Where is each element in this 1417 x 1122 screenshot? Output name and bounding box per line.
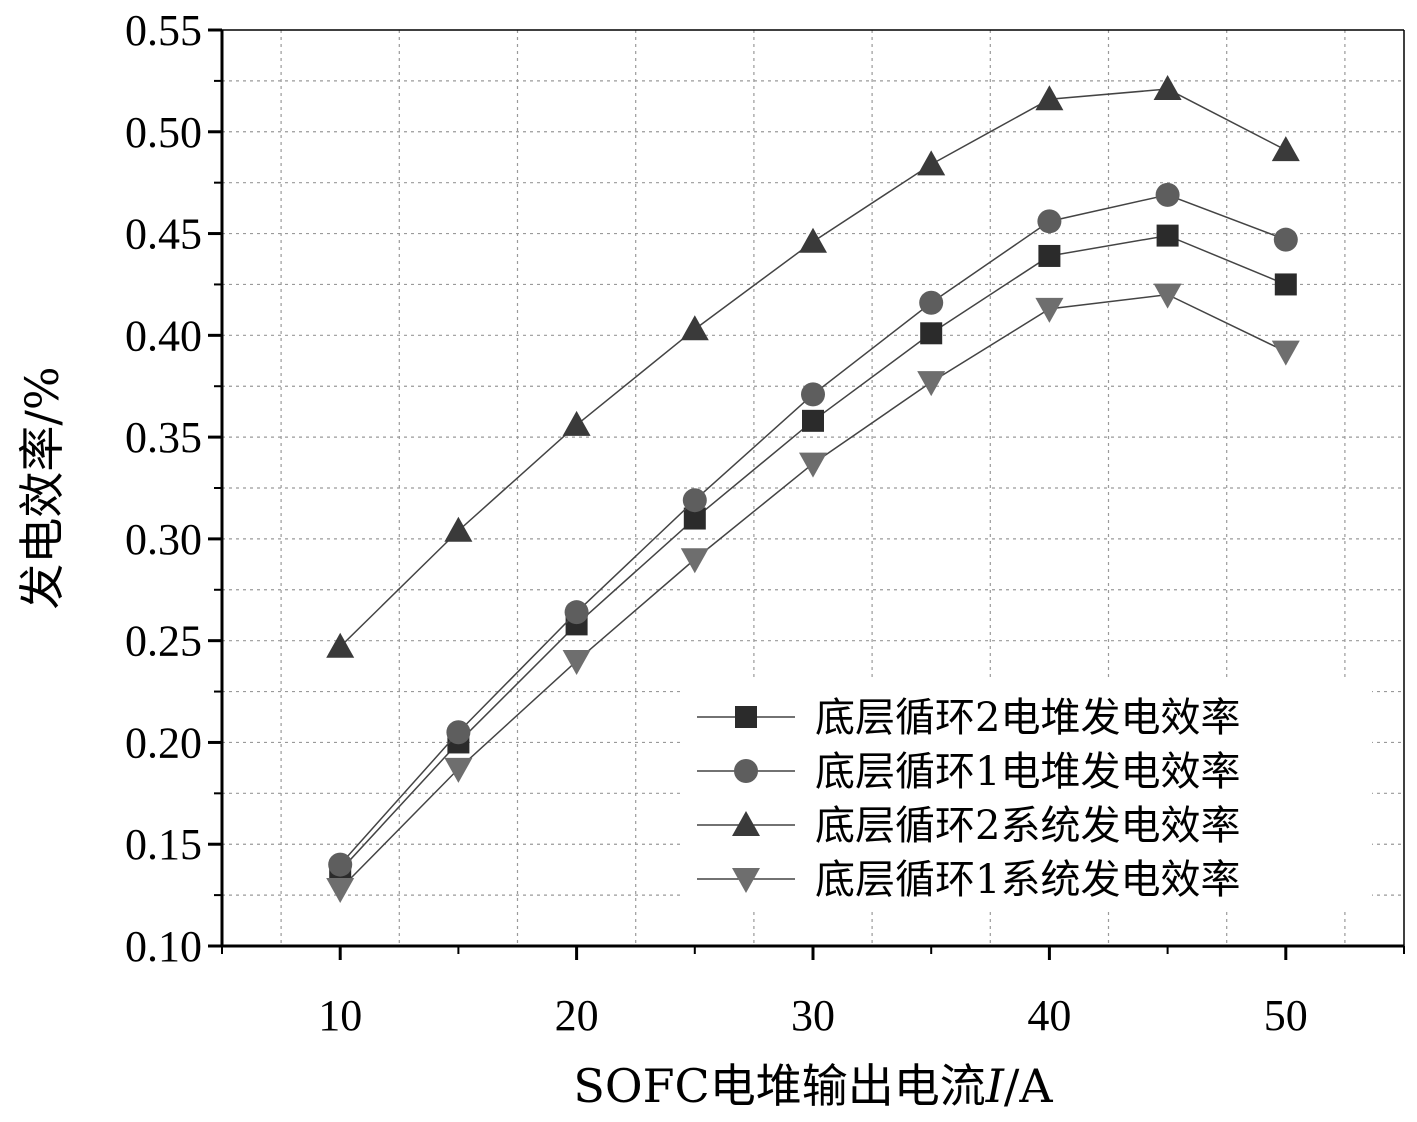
triangle-up-marker — [1153, 75, 1182, 101]
triangle-down-marker — [562, 650, 591, 676]
triangle-down-marker — [799, 452, 827, 478]
x-axis-title-prefix: SOFC电堆输出电流 — [573, 1059, 985, 1113]
triangle-down-marker — [680, 548, 709, 574]
series-line — [339, 88, 1287, 648]
legend-entry-2: 底层循环1电堆发电效率 — [697, 749, 1240, 795]
y-tick-label: 0.10 — [125, 922, 202, 971]
circle-marker — [1273, 227, 1298, 252]
circle-marker — [328, 852, 353, 877]
triangle-down-marker — [444, 757, 473, 783]
square-marker — [735, 706, 757, 728]
square-marker — [1156, 224, 1179, 247]
legend-entry-1: 底层循环2电堆发电效率 — [697, 695, 1240, 741]
triangle-up-marker — [562, 410, 591, 436]
circle-marker — [1155, 182, 1180, 207]
legend-entry-3: 底层循环2系统发电效率 — [697, 803, 1240, 849]
triangle-down-marker — [917, 371, 946, 397]
y-tick-label: 0.50 — [125, 108, 202, 157]
circle-marker — [564, 600, 589, 625]
circle-marker — [919, 290, 944, 315]
triangle-down-marker — [1271, 340, 1300, 366]
series-4 — [326, 283, 1300, 904]
legend-label: 底层循环1电堆发电效率 — [815, 749, 1240, 795]
x-tick-label: 30 — [791, 991, 835, 1040]
circle-marker — [801, 382, 825, 407]
series-2 — [328, 182, 1298, 877]
legend-background — [682, 680, 1372, 908]
triangle-up-marker — [799, 227, 827, 253]
x-tick-label: 10 — [318, 991, 362, 1040]
y-tick-label: 0.15 — [125, 820, 202, 869]
triangle-up-marker — [680, 315, 709, 341]
x-axis-title-suffix: /A — [1004, 1059, 1053, 1113]
triangle-up-marker — [444, 516, 473, 542]
square-marker — [1274, 273, 1297, 296]
tick-labels: 0.10 0.15 0.20 0.25 0.30 0.35 0.40 0.45 0.50 0.55… — [125, 6, 1308, 1040]
triangle-up-marker — [917, 150, 946, 176]
triangle-up-marker — [1271, 136, 1300, 162]
axes — [208, 28, 1405, 960]
y-axis-title: 发电效率/% — [15, 366, 69, 609]
circle-marker — [446, 720, 471, 745]
circle-marker — [1037, 209, 1062, 234]
square-marker — [1038, 244, 1061, 267]
y-tick-label: 0.35 — [125, 413, 202, 462]
square-marker — [920, 322, 943, 345]
series-3 — [326, 75, 1300, 658]
y-tick-label: 0.25 — [125, 617, 202, 666]
triangle-down-marker — [732, 868, 760, 893]
triangle-up-marker — [1035, 85, 1064, 111]
y-tick-label: 0.40 — [125, 311, 202, 360]
triangle-up-marker — [326, 632, 355, 658]
triangle-down-marker — [1153, 283, 1182, 309]
y-tick-label: 0.55 — [125, 6, 202, 55]
y-tick-label: 0.20 — [125, 718, 202, 767]
legend-label: 底层循环2系统发电效率 — [815, 803, 1240, 849]
triangle-down-marker — [326, 878, 355, 904]
triangle-down-marker — [1035, 297, 1064, 323]
x-tick-label: 40 — [1027, 991, 1071, 1040]
x-tick-label: 50 — [1264, 991, 1308, 1040]
triangle-up-marker — [732, 811, 760, 836]
legend-label: 底层循环2电堆发电效率 — [815, 695, 1240, 741]
y-tick-label: 0.30 — [125, 515, 202, 564]
square-marker — [683, 507, 706, 530]
x-tick-label: 20 — [555, 991, 599, 1040]
legend-entry-4: 底层循环1系统发电效率 — [697, 857, 1240, 903]
circle-marker — [734, 759, 758, 783]
legend-label: 底层循环1系统发电效率 — [815, 857, 1240, 903]
y-tick-label: 0.45 — [125, 210, 202, 259]
legend: 底层循环2电堆发电效率底层循环1电堆发电效率底层循环2系统发电效率底层循环1系统… — [682, 680, 1372, 908]
x-axis-title: SOFC电堆输出电流I/A — [573, 1059, 1053, 1113]
x-axis-title-italic: I — [985, 1059, 1005, 1113]
square-marker — [802, 409, 824, 432]
series — [326, 75, 1300, 904]
circle-marker — [682, 488, 707, 513]
